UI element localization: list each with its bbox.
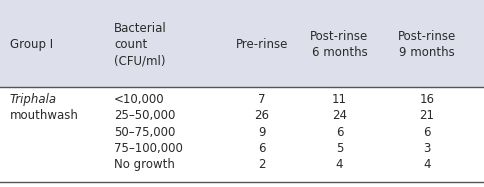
Text: 11: 11 <box>332 93 346 106</box>
Text: 4: 4 <box>422 158 430 171</box>
Bar <box>0 87 484 187</box>
Text: 7: 7 <box>257 93 265 106</box>
Text: 4: 4 <box>335 158 343 171</box>
Text: Bacterial
count
(CFU/ml): Bacterial count (CFU/ml) <box>114 22 166 67</box>
Text: Group I: Group I <box>10 38 53 51</box>
Text: 24: 24 <box>332 109 346 122</box>
Text: mouthwash: mouthwash <box>10 109 78 122</box>
Text: Pre-rinse: Pre-rinse <box>235 38 287 51</box>
Text: 21: 21 <box>419 109 433 122</box>
Text: Post-rinse
9 months: Post-rinse 9 months <box>397 30 455 59</box>
Text: 75–100,000: 75–100,000 <box>114 142 182 155</box>
Text: <10,000: <10,000 <box>114 93 164 106</box>
Text: 6: 6 <box>257 142 265 155</box>
Text: 5: 5 <box>335 142 343 155</box>
Text: 50–75,000: 50–75,000 <box>114 125 175 139</box>
Text: 16: 16 <box>419 93 433 106</box>
Text: 2: 2 <box>257 158 265 171</box>
Text: 6: 6 <box>335 125 343 139</box>
Text: 9: 9 <box>257 125 265 139</box>
Text: Triphala: Triphala <box>10 93 57 106</box>
Text: 25–50,000: 25–50,000 <box>114 109 175 122</box>
Text: 3: 3 <box>422 142 430 155</box>
Text: 26: 26 <box>254 109 269 122</box>
Text: Post-rinse
6 months: Post-rinse 6 months <box>310 30 368 59</box>
Text: 6: 6 <box>422 125 430 139</box>
Text: No growth: No growth <box>114 158 175 171</box>
Bar <box>0 0 484 87</box>
